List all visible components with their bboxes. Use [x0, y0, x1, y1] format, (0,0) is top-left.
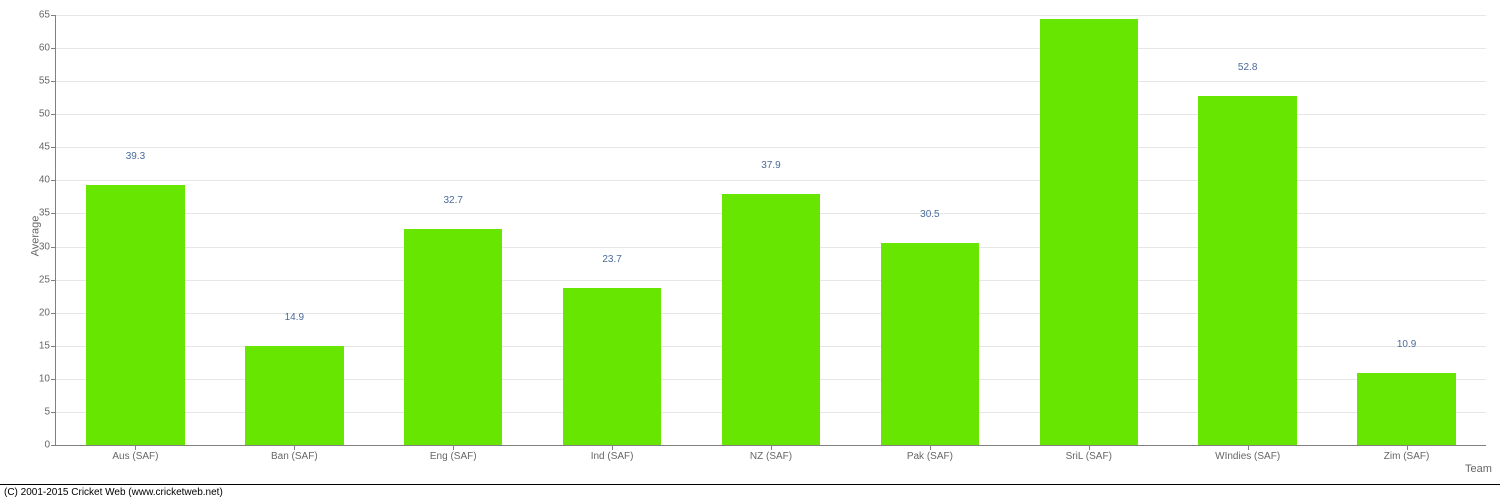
bar-value-label: 64.4: [1079, 0, 1098, 2]
bar-value-label: 32.7: [443, 195, 462, 212]
y-tick-label: 25: [39, 274, 56, 285]
y-tick-label: 20: [39, 307, 56, 318]
y-tick-label: 5: [44, 406, 56, 417]
bar-value-label: 37.9: [761, 160, 780, 177]
y-tick-label: 15: [39, 340, 56, 351]
y-tick-label: 35: [39, 208, 56, 219]
x-tick-label: Zim (SAF): [1384, 445, 1430, 462]
y-tick-label: 65: [39, 10, 56, 21]
bar: [245, 346, 344, 445]
x-tick-label: Aus (SAF): [112, 445, 158, 462]
bar: [722, 194, 821, 445]
y-tick-label: 45: [39, 142, 56, 153]
y-tick-label: 40: [39, 175, 56, 186]
x-tick-label: Eng (SAF): [430, 445, 477, 462]
bar: [1198, 96, 1297, 445]
gridline: [56, 15, 1486, 16]
bar-value-label: 23.7: [602, 254, 621, 271]
y-axis-title: Average: [29, 216, 41, 257]
bar-value-label: 30.5: [920, 209, 939, 226]
y-tick-label: 30: [39, 241, 56, 252]
y-tick-label: 55: [39, 76, 56, 87]
copyright-footer: (C) 2001-2015 Cricket Web (www.cricketwe…: [0, 484, 1500, 500]
x-tick-label: Ban (SAF): [271, 445, 318, 462]
y-tick-label: 10: [39, 373, 56, 384]
bar-value-label: 39.3: [126, 151, 145, 168]
bar-value-label: 14.9: [285, 312, 304, 329]
x-tick-label: NZ (SAF): [750, 445, 792, 462]
chart-container: 0 5 10 15 20 25 30 35 40 45 50 55 60 65 39.3 Aus (SAF) 1…: [0, 0, 1500, 500]
x-tick-label: Ind (SAF): [591, 445, 634, 462]
bar: [881, 243, 980, 445]
y-tick-label: 0: [44, 440, 56, 451]
x-axis-title: Team: [1465, 463, 1492, 475]
x-tick-label: Pak (SAF): [907, 445, 953, 462]
bar-value-label: 10.9: [1397, 339, 1416, 356]
plot-area: 0510152025303540455055606539.3Aus (SAF)1…: [55, 15, 1486, 446]
y-tick-label: 50: [39, 109, 56, 120]
gridline: [56, 48, 1486, 49]
bar: [563, 288, 662, 445]
x-tick-label: SriL (SAF): [1066, 445, 1112, 462]
bar: [1040, 19, 1139, 445]
y-tick-label: 60: [39, 43, 56, 54]
bar: [404, 229, 503, 445]
bar: [1357, 373, 1456, 445]
bar: [86, 185, 185, 445]
gridline: [56, 81, 1486, 82]
x-tick-label: WIndies (SAF): [1215, 445, 1280, 462]
bar-value-label: 52.8: [1238, 62, 1257, 79]
